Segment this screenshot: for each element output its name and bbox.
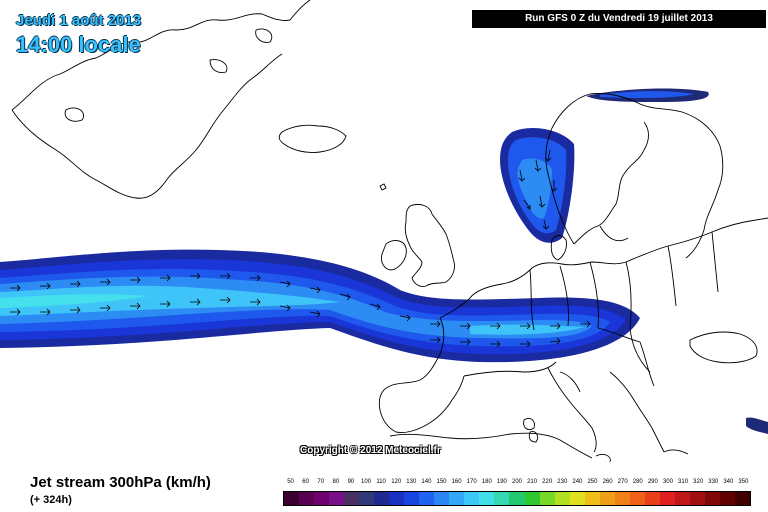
scale-swatch	[389, 492, 405, 505]
scale-swatch	[539, 492, 555, 505]
scale-label: 190	[496, 479, 507, 485]
scale-label: 290	[647, 479, 658, 485]
scale-swatch	[434, 492, 450, 505]
scale-label: 330	[708, 479, 719, 485]
scale-label: 180	[481, 479, 492, 485]
jet-stream-band	[0, 249, 640, 363]
scale-swatch	[659, 492, 675, 505]
scale-swatch	[629, 492, 645, 505]
scale-label: 300	[662, 479, 673, 485]
scale-swatch	[704, 492, 720, 505]
scale-swatch	[569, 492, 585, 505]
scale-swatch	[674, 492, 690, 505]
scale-swatch	[614, 492, 630, 505]
scale-swatch	[494, 492, 510, 505]
scale-label: 160	[451, 479, 462, 485]
scale-swatch	[374, 492, 390, 505]
scale-label: 140	[421, 479, 432, 485]
scale-swatch	[719, 492, 735, 505]
scale-label: 200	[511, 479, 522, 485]
scale-label: 280	[632, 479, 643, 485]
scale-swatch	[344, 492, 360, 505]
scale-label: 100	[361, 479, 372, 485]
scale-swatch	[314, 492, 330, 505]
scale-swatch	[464, 492, 480, 505]
scale-label: 320	[693, 479, 704, 485]
scale-label: 170	[466, 479, 477, 485]
scale-label: 80	[332, 479, 340, 485]
scale-swatch	[359, 492, 375, 505]
scale-label: 220	[542, 479, 553, 485]
scale-swatch	[404, 492, 420, 505]
scale-label: 70	[317, 479, 325, 485]
scale-swatch	[599, 492, 615, 505]
scale-label: 210	[527, 479, 538, 485]
scale-swatch	[299, 492, 315, 505]
scale-label: 240	[572, 479, 583, 485]
scale-label: 130	[406, 479, 417, 485]
scale-label: 50	[287, 479, 294, 485]
wind-arrows	[10, 149, 591, 348]
scale-label: 310	[678, 479, 689, 485]
scale-swatch	[689, 492, 705, 505]
forecast-date: Jeudi 1 août 2013	[16, 12, 142, 29]
scale-label: 90	[347, 479, 355, 485]
coastlines	[11, 0, 768, 462]
scale-label: 350	[738, 479, 749, 485]
scale-label: 110	[376, 479, 386, 485]
scale-swatch	[284, 492, 300, 505]
scale-label: 230	[557, 479, 568, 485]
scale-swatch	[449, 492, 465, 505]
scale-swatch	[584, 492, 600, 505]
scale-label: 150	[436, 479, 447, 485]
legend-title: Jet stream 300hPa (km/h)	[30, 474, 211, 491]
copyright-text: Copyright © 2012 Meteociel.fr	[300, 445, 441, 456]
scale-swatch	[509, 492, 525, 505]
scale-label: 60	[302, 479, 309, 485]
scale-label: 250	[587, 479, 598, 485]
color-scale-bar	[283, 491, 751, 506]
scale-label: 120	[391, 479, 402, 485]
forecast-offset: (+ 324h)	[30, 494, 72, 506]
scale-label: 340	[723, 479, 734, 485]
norway-jet-core	[500, 128, 575, 243]
scale-swatch	[644, 492, 660, 505]
model-run-banner: Run GFS 0 Z du Vendredi 19 juillet 2013	[472, 10, 766, 28]
forecast-time: 14:00 locale	[16, 32, 141, 57]
color-scale-labels: 50 60 70 80 90 100 110 120 130 140 150 160 170 180 190…	[283, 479, 751, 489]
scale-swatch	[419, 492, 435, 505]
scale-swatch	[734, 492, 750, 505]
scale-swatch	[479, 492, 495, 505]
scale-swatch	[524, 492, 540, 505]
scale-swatch	[554, 492, 570, 505]
scale-label: 270	[617, 479, 628, 485]
scale-label: 260	[602, 479, 613, 485]
scale-swatch	[329, 492, 345, 505]
